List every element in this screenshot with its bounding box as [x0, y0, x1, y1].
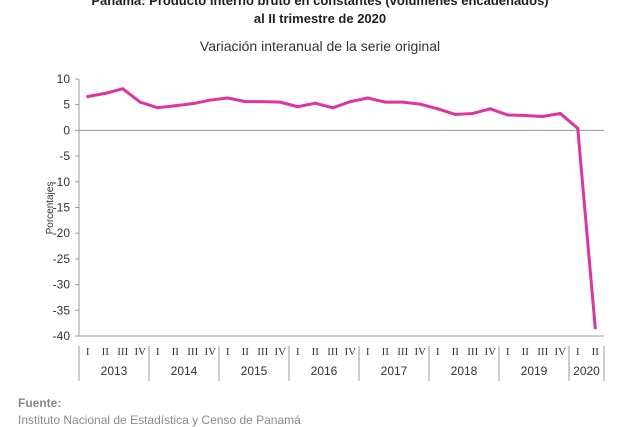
y-tick-label: -25: [53, 252, 71, 266]
x-quarter-label: II: [452, 346, 460, 358]
data-point: [156, 106, 160, 110]
data-point: [576, 126, 580, 130]
x-year-label: 2019: [521, 364, 548, 378]
x-quarter-label: IV: [554, 346, 566, 358]
x-quarter-label: IV: [414, 346, 426, 358]
data-point: [278, 100, 282, 104]
data-point: [173, 104, 177, 108]
y-tick-label: 0: [63, 123, 70, 137]
data-point: [296, 105, 300, 109]
y-tick-label: -15: [53, 201, 71, 215]
chart-title-line1: Panamá: Producto interno bruto en consta…: [91, 0, 549, 8]
y-tick-label: 5: [63, 98, 70, 112]
data-point: [488, 107, 492, 111]
data-point: [86, 94, 90, 98]
x-quarter-label: I: [296, 346, 300, 358]
chart-title-line2: al II trimestre de 2020: [253, 11, 387, 26]
data-point: [243, 100, 247, 104]
data-point: [331, 106, 335, 110]
data-point: [366, 96, 370, 100]
x-quarter-label: III: [327, 346, 338, 358]
x-quarter-label: IV: [484, 346, 496, 358]
data-point: [471, 111, 475, 115]
data-point: [506, 113, 510, 117]
x-quarter-label: II: [312, 346, 320, 358]
x-quarter-label: I: [576, 346, 580, 358]
x-quarter-label: II: [102, 346, 110, 358]
x-year-label: 2018: [451, 364, 478, 378]
data-point: [558, 111, 562, 115]
x-quarter-label: IV: [204, 346, 216, 358]
y-tick-label: -30: [53, 278, 71, 292]
data-point: [226, 96, 230, 100]
source-text: Instituto Nacional de Estadística y Cens…: [18, 413, 301, 427]
data-point: [418, 102, 422, 106]
data-point: [103, 91, 107, 95]
data-point: [313, 101, 317, 105]
x-quarter-label: II: [172, 346, 180, 358]
x-year-label: 2020: [573, 364, 600, 378]
x-quarter-label: III: [397, 346, 408, 358]
y-tick-label: -35: [53, 303, 71, 317]
data-point: [121, 87, 125, 91]
x-quarter-label: III: [117, 346, 128, 358]
x-year-label: 2016: [311, 364, 338, 378]
data-point: [261, 100, 265, 104]
x-quarter-label: I: [156, 346, 160, 358]
x-quarter-label: II: [382, 346, 390, 358]
x-quarter-label: I: [226, 346, 230, 358]
data-point: [208, 98, 212, 102]
y-tick-label: -20: [53, 226, 71, 240]
x-quarter-label: IV: [344, 346, 356, 358]
x-quarter-label: IV: [134, 346, 146, 358]
data-point: [138, 100, 142, 104]
x-year-label: 2013: [101, 364, 128, 378]
x-quarter-label: II: [522, 346, 530, 358]
x-quarter-label: III: [467, 346, 478, 358]
x-year-label: 2014: [171, 364, 198, 378]
x-quarter-label: I: [506, 346, 510, 358]
chart-subtitle: Variación interanual de la serie origina…: [199, 38, 441, 54]
x-quarter-label: IV: [274, 346, 286, 358]
x-quarter-label: II: [242, 346, 250, 358]
data-point: [541, 115, 545, 119]
data-point: [593, 326, 597, 330]
y-tick-label: -40: [53, 329, 71, 343]
data-point: [348, 100, 352, 104]
x-quarter-label: II: [592, 346, 600, 358]
source-label: Fuente:: [18, 396, 62, 410]
data-point: [523, 113, 527, 117]
y-tick-label: -5: [59, 149, 70, 163]
x-quarter-label: I: [86, 346, 90, 358]
series-line: [86, 87, 597, 330]
data-point: [453, 112, 457, 116]
x-quarter-label: III: [257, 346, 268, 358]
x-year-label: 2017: [381, 364, 408, 378]
x-quarter-label: III: [187, 346, 198, 358]
data-point: [191, 102, 195, 106]
y-axis-label: Porcentajes: [45, 182, 56, 235]
y-tick-label: 10: [57, 72, 71, 86]
x-quarter-label: I: [436, 346, 440, 358]
data-point: [401, 100, 405, 104]
data-point: [383, 100, 387, 104]
y-tick-label: -10: [53, 175, 71, 189]
x-quarter-label: III: [537, 346, 548, 358]
data-point: [436, 107, 440, 111]
x-year-label: 2015: [241, 364, 268, 378]
x-quarter-label: I: [366, 346, 370, 358]
